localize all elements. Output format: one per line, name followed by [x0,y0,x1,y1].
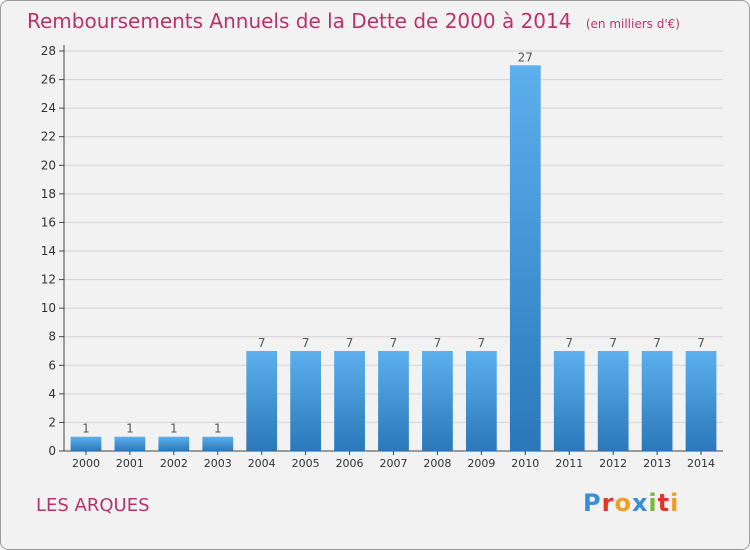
x-tick-label: 2002 [160,457,188,470]
data-label: 7 [609,336,617,350]
chart-unit-label: (en milliers d'€) [585,17,680,31]
bar-2001 [114,436,146,451]
data-label: 27 [518,50,533,64]
x-tick-label: 2009 [467,457,495,470]
data-label: 7 [653,336,661,350]
y-tick-label: 14 [41,244,56,258]
data-label: 1 [170,422,178,436]
bar-2014 [685,351,717,451]
y-tick-label: 22 [41,130,56,144]
x-tick-label: 2012 [599,457,627,470]
bar-2011 [553,351,585,451]
proxiti-logo[interactable]: Proxiti [583,489,679,517]
x-tick-label: 2005 [292,457,320,470]
bar-2013 [641,351,673,451]
x-tick-label: 2011 [555,457,583,470]
commune-name: LES ARQUES [36,495,150,516]
y-tick-label: 20 [41,158,56,172]
bars [70,65,717,452]
logo-letter: P [583,489,602,517]
x-tick-label: 2014 [687,457,715,470]
y-tick-label: 4 [48,387,56,401]
data-label: 7 [697,336,705,350]
data-label: 7 [478,336,486,350]
y-tick-label: 12 [41,273,56,287]
bar-2006 [334,351,365,451]
logo-letter: i [670,489,680,517]
logo-letter: t [657,489,671,517]
y-tick-label: 26 [41,73,56,87]
y-tick-label: 24 [41,101,56,115]
y-tick-label: 28 [41,44,56,58]
logo-letter: i [648,489,658,517]
bar-2009 [465,351,497,451]
x-tick-label: 2008 [423,457,451,470]
y-tick-label: 6 [48,358,56,372]
chart-title: Remboursements Annuels de la Dette de 20… [27,9,680,33]
data-label: 7 [434,336,442,350]
x-tick-label: 2007 [380,457,408,470]
data-label: 7 [565,336,573,350]
y-tick-label: 10 [41,301,56,315]
y-tick-label: 18 [41,187,56,201]
x-tick-label: 2004 [248,457,276,470]
bar-2000 [70,436,102,451]
x-tick-label: 2006 [336,457,364,470]
bar-2004 [246,351,278,451]
x-tick-label: 2003 [204,457,232,470]
data-label: 1 [214,422,222,436]
y-tick-label: 2 [48,415,56,429]
data-label: 7 [258,336,266,350]
bar-2007 [378,351,409,451]
logo-letter: r [601,489,615,517]
x-tick-label: 2001 [116,457,144,470]
bar-2002 [158,436,190,451]
bar-2003 [202,436,234,451]
x-tick-label: 2000 [72,457,100,470]
y-tick-label: 0 [48,444,56,458]
data-label: 7 [346,336,354,350]
logo-letter: o [614,489,632,517]
data-label: 1 [82,422,90,436]
data-label: 1 [126,422,134,436]
y-tick-label: 16 [41,215,56,229]
bar-2008 [422,351,453,451]
labels: 0246810121416182022242628120001200112002… [41,44,715,470]
bar-2012 [597,351,629,451]
logo-letter: x [631,489,649,517]
bar-2010 [509,65,541,452]
x-tick-label: 2010 [511,457,539,470]
y-tick-label: 8 [48,330,56,344]
data-label: 7 [302,336,310,350]
data-label: 7 [390,336,398,350]
chart-title-text: Remboursements Annuels de la Dette de 20… [27,9,572,33]
x-tick-label: 2013 [643,457,671,470]
bar-2005 [290,351,322,451]
